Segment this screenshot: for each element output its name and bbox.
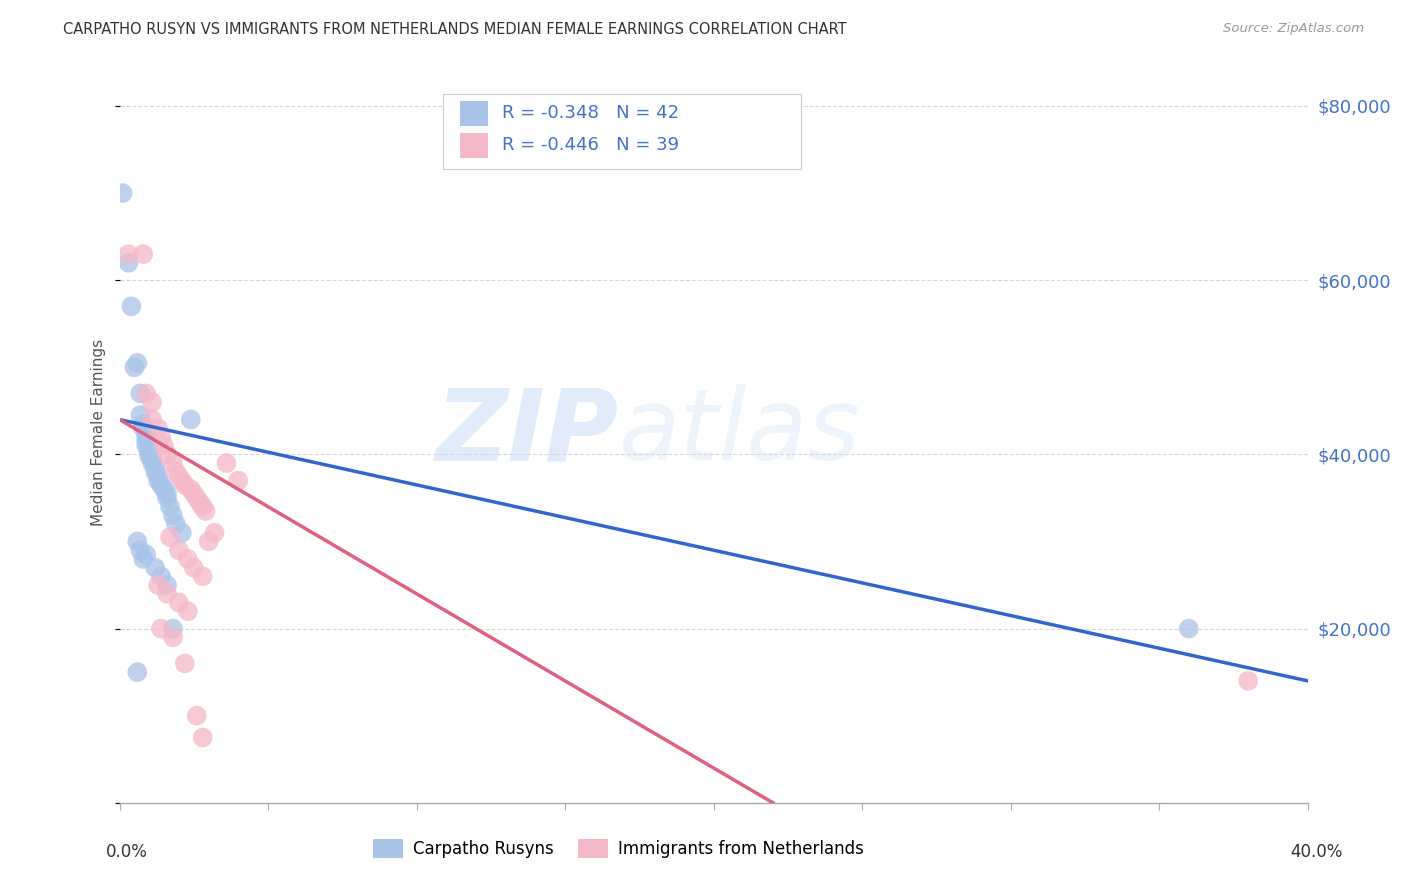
Point — [162, 508, 184, 523]
Point — [143, 460, 166, 475]
Point — [135, 430, 157, 444]
Point — [1237, 673, 1260, 688]
Point — [186, 491, 208, 505]
Point — [132, 417, 155, 431]
Point — [129, 543, 152, 558]
Point — [186, 708, 208, 723]
Point — [146, 421, 169, 435]
Point — [173, 657, 195, 671]
Point — [132, 421, 155, 435]
Point — [150, 569, 173, 583]
Point — [143, 465, 166, 479]
Text: 0.0%: 0.0% — [105, 843, 148, 861]
Point — [146, 578, 169, 592]
Point — [156, 578, 179, 592]
Point — [159, 500, 181, 514]
Point — [159, 530, 181, 544]
Point — [215, 456, 238, 470]
Point — [141, 395, 163, 409]
Text: CARPATHO RUSYN VS IMMIGRANTS FROM NETHERLANDS MEDIAN FEMALE EARNINGS CORRELATION: CARPATHO RUSYN VS IMMIGRANTS FROM NETHER… — [63, 22, 846, 37]
Point — [191, 569, 214, 583]
Point — [129, 386, 152, 401]
Point — [191, 731, 214, 745]
Point — [150, 622, 173, 636]
Point — [162, 456, 184, 470]
Point — [180, 482, 202, 496]
Point — [183, 560, 205, 574]
Point — [135, 548, 157, 562]
Point — [141, 456, 163, 470]
Point — [162, 630, 184, 644]
Point — [138, 446, 160, 460]
Point — [153, 439, 176, 453]
Point — [150, 478, 173, 492]
Point — [120, 299, 142, 313]
Point — [177, 604, 200, 618]
Point — [132, 247, 155, 261]
Text: Source: ZipAtlas.com: Source: ZipAtlas.com — [1223, 22, 1364, 36]
Point — [173, 478, 195, 492]
Text: atlas: atlas — [619, 384, 860, 481]
Point — [150, 430, 173, 444]
Point — [156, 491, 179, 505]
Point — [138, 449, 160, 463]
Point — [167, 595, 190, 609]
Point — [170, 525, 193, 540]
Y-axis label: Median Female Earnings: Median Female Earnings — [91, 339, 107, 526]
Point — [188, 495, 211, 509]
Point — [197, 534, 219, 549]
Point — [124, 360, 146, 375]
Point — [138, 444, 160, 458]
Text: 40.0%: 40.0% — [1291, 843, 1343, 861]
Point — [127, 665, 149, 680]
Point — [135, 386, 157, 401]
Text: ZIP: ZIP — [436, 384, 619, 481]
Point — [127, 356, 149, 370]
Point — [165, 465, 187, 479]
Point — [180, 412, 202, 426]
Point — [194, 504, 217, 518]
Point — [153, 482, 176, 496]
Point — [141, 451, 163, 466]
Point — [228, 474, 250, 488]
Point — [167, 469, 190, 483]
Point — [204, 525, 226, 540]
Point — [1178, 622, 1201, 636]
Point — [156, 447, 179, 461]
Point — [129, 408, 152, 422]
Point — [162, 622, 184, 636]
Point — [138, 442, 160, 456]
Point — [170, 474, 193, 488]
Point — [135, 434, 157, 449]
Point — [117, 247, 139, 261]
Legend: Carpatho Rusyns, Immigrants from Netherlands: Carpatho Rusyns, Immigrants from Netherl… — [366, 832, 870, 865]
Point — [146, 469, 169, 483]
Point — [135, 425, 157, 440]
Point — [132, 552, 155, 566]
Point — [143, 560, 166, 574]
Point — [135, 439, 157, 453]
Text: R = -0.446   N = 39: R = -0.446 N = 39 — [502, 136, 679, 154]
Point — [191, 500, 214, 514]
Point — [117, 256, 139, 270]
Text: R = -0.348   N = 42: R = -0.348 N = 42 — [502, 104, 679, 122]
Point — [183, 486, 205, 500]
Point — [167, 543, 190, 558]
Point — [177, 552, 200, 566]
Point — [165, 517, 187, 532]
Point — [141, 412, 163, 426]
Point — [127, 534, 149, 549]
Point — [156, 486, 179, 500]
Point — [111, 186, 134, 200]
Point — [156, 587, 179, 601]
Point — [146, 474, 169, 488]
